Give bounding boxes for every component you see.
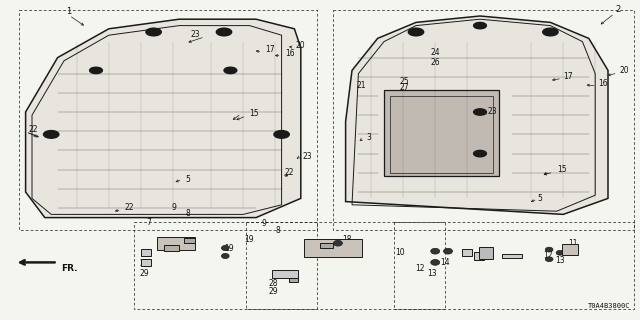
Circle shape [44, 131, 59, 138]
Text: 12: 12 [415, 264, 424, 273]
Text: T0A4B3800C: T0A4B3800C [588, 303, 630, 308]
Bar [320, 243, 333, 248]
Polygon shape [26, 19, 301, 218]
Bar [479, 247, 493, 259]
Text: 18: 18 [342, 235, 351, 244]
Circle shape [224, 67, 237, 74]
Text: 2: 2 [615, 5, 620, 14]
Ellipse shape [221, 245, 229, 251]
Text: 17: 17 [563, 72, 573, 81]
Ellipse shape [444, 248, 452, 254]
Circle shape [90, 67, 102, 74]
Text: 5: 5 [538, 194, 543, 203]
Circle shape [274, 131, 289, 138]
Text: 22: 22 [29, 125, 38, 134]
Text: 15: 15 [250, 109, 259, 118]
Text: 7: 7 [146, 218, 151, 227]
Text: 16: 16 [285, 49, 294, 58]
Text: 27: 27 [400, 84, 410, 92]
Bar [272, 269, 298, 278]
Bar [184, 238, 195, 243]
Text: 28: 28 [140, 259, 149, 268]
Bar [562, 244, 578, 255]
Text: 29: 29 [269, 287, 278, 296]
Text: 22: 22 [125, 203, 134, 212]
Bar [304, 239, 362, 257]
Text: 23: 23 [488, 107, 497, 116]
Text: 1: 1 [67, 7, 72, 16]
Text: 5: 5 [186, 175, 191, 184]
Bar [462, 249, 472, 256]
Bar [157, 237, 195, 250]
Ellipse shape [431, 248, 440, 254]
Text: 21: 21 [356, 81, 366, 90]
Text: 20: 20 [620, 66, 629, 75]
Ellipse shape [545, 247, 553, 252]
Text: 23: 23 [191, 30, 200, 39]
Ellipse shape [545, 257, 553, 262]
Text: 8: 8 [186, 209, 190, 218]
Bar [502, 254, 522, 258]
Text: 8: 8 [275, 226, 280, 235]
Text: 14: 14 [568, 245, 578, 254]
Circle shape [146, 28, 161, 36]
Text: 25: 25 [400, 77, 410, 86]
Ellipse shape [431, 260, 440, 265]
Text: 16: 16 [598, 79, 608, 88]
Text: 20: 20 [296, 41, 305, 50]
Bar [141, 259, 151, 266]
Text: 24: 24 [430, 48, 440, 57]
Bar [141, 249, 151, 256]
Text: 3: 3 [366, 133, 371, 142]
Text: 10: 10 [396, 248, 405, 257]
Circle shape [474, 150, 486, 157]
Text: 17: 17 [266, 45, 275, 54]
Ellipse shape [221, 253, 229, 259]
Bar [289, 278, 298, 282]
Bar [164, 245, 179, 251]
Circle shape [474, 22, 486, 29]
Bar [474, 252, 484, 260]
Text: 11: 11 [568, 239, 578, 248]
Text: 23: 23 [302, 152, 312, 161]
Text: 29: 29 [140, 269, 149, 278]
Circle shape [408, 28, 424, 36]
Ellipse shape [556, 250, 564, 255]
Text: FR.: FR. [61, 264, 77, 273]
Text: 19: 19 [244, 235, 254, 244]
Polygon shape [384, 90, 499, 176]
Polygon shape [346, 16, 608, 214]
Text: 19: 19 [224, 244, 234, 253]
Circle shape [216, 28, 232, 36]
Text: 13: 13 [428, 269, 437, 278]
Circle shape [474, 109, 486, 115]
Text: 13: 13 [556, 256, 565, 265]
Ellipse shape [333, 240, 342, 246]
Circle shape [543, 28, 558, 36]
Text: 22: 22 [285, 168, 294, 177]
Text: 9: 9 [172, 204, 177, 212]
Text: 28: 28 [269, 279, 278, 288]
Text: 14: 14 [440, 258, 450, 267]
Text: 26: 26 [430, 58, 440, 67]
Text: 15: 15 [557, 165, 566, 174]
Text: 12: 12 [543, 252, 552, 260]
Text: 9: 9 [261, 220, 266, 228]
